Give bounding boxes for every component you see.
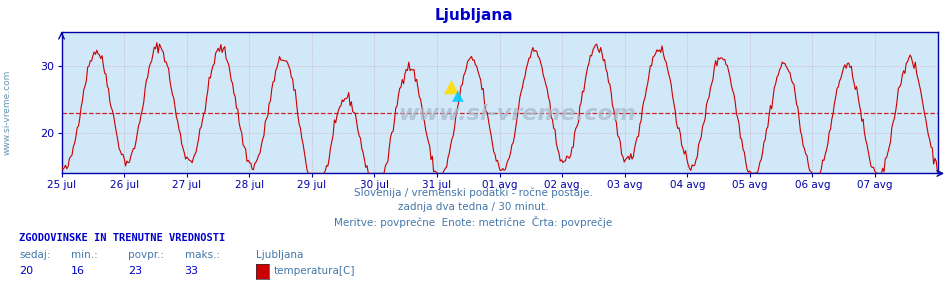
Text: www.si-vreme.com: www.si-vreme.com bbox=[3, 70, 12, 155]
Text: Ljubljana: Ljubljana bbox=[434, 8, 513, 23]
Text: Ljubljana: Ljubljana bbox=[256, 250, 303, 259]
Text: 16: 16 bbox=[71, 266, 85, 276]
Text: Slovenija / vremenski podatki - ročne postaje.: Slovenija / vremenski podatki - ročne po… bbox=[354, 188, 593, 198]
Text: 33: 33 bbox=[185, 266, 199, 276]
Text: 20: 20 bbox=[19, 266, 33, 276]
Text: povpr.:: povpr.: bbox=[128, 250, 164, 259]
Text: temperatura[C]: temperatura[C] bbox=[274, 266, 355, 276]
Text: www.si-vreme.com: www.si-vreme.com bbox=[398, 104, 636, 124]
Text: min.:: min.: bbox=[71, 250, 98, 259]
Text: Meritve: povprečne  Enote: metrične  Črta: povprečje: Meritve: povprečne Enote: metrične Črta:… bbox=[334, 216, 613, 228]
Text: zadnja dva tedna / 30 minut.: zadnja dva tedna / 30 minut. bbox=[399, 202, 548, 212]
Text: ▲: ▲ bbox=[444, 76, 459, 96]
Text: 23: 23 bbox=[128, 266, 142, 276]
Text: maks.:: maks.: bbox=[185, 250, 220, 259]
Text: ZGODOVINSKE IN TRENUTNE VREDNOSTI: ZGODOVINSKE IN TRENUTNE VREDNOSTI bbox=[19, 233, 225, 243]
Text: sedaj:: sedaj: bbox=[19, 250, 50, 259]
Text: ▲: ▲ bbox=[452, 88, 463, 103]
